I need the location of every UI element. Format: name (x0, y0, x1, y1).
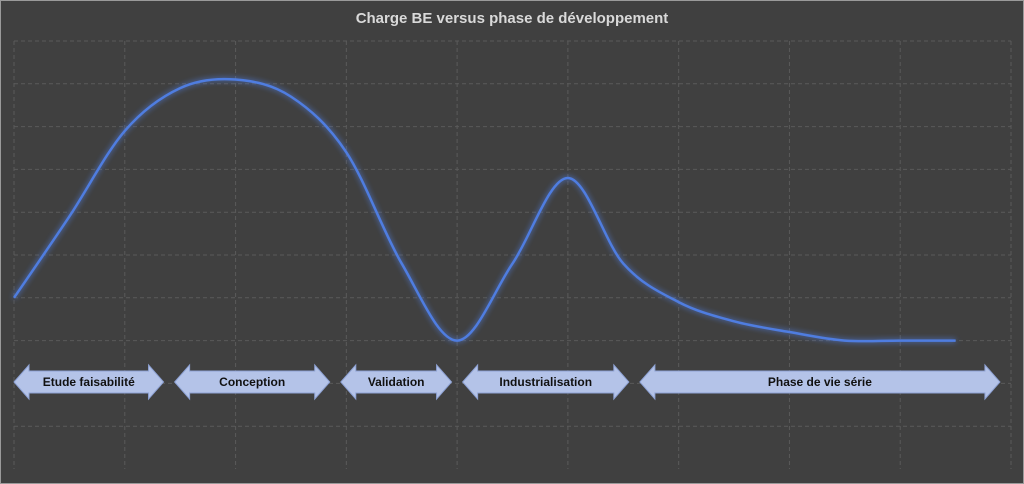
phase-arrow (13, 363, 165, 401)
phase-label: Etude faisabilité (43, 375, 135, 389)
series-layer (12, 77, 956, 343)
phase-label: Industrialisation (499, 375, 592, 389)
phase-arrow (340, 363, 453, 401)
phase-label: Phase de vie série (768, 375, 872, 389)
phase-arrow (639, 363, 1001, 401)
phase-label: Validation (368, 375, 425, 389)
phase-arrow (173, 363, 331, 401)
grid (13, 40, 1012, 469)
series-line (12, 77, 956, 343)
chart-title: Charge BE versus phase de développement (355, 10, 669, 27)
phase-label: Conception (219, 375, 285, 389)
phase-arrows: Etude faisabilité Conception Validation Ind… (13, 363, 1001, 401)
phase-arrow (461, 363, 630, 401)
